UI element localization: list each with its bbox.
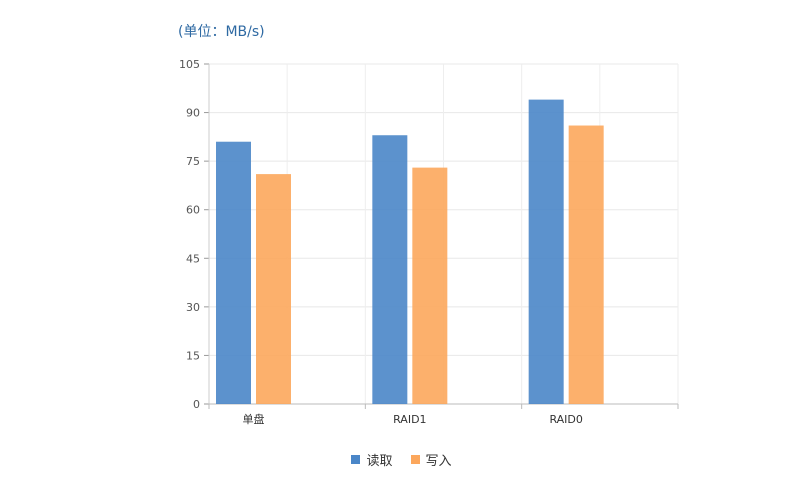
legend-item-write[interactable]: 写入 bbox=[410, 450, 452, 469]
tick-labels: 0 15 30 45 60 75 90 105 单盘 RAID1 RAID0 bbox=[179, 58, 583, 426]
y-tick-label: 75 bbox=[186, 155, 200, 168]
y-tick-label: 15 bbox=[186, 349, 200, 362]
bar-read bbox=[372, 135, 408, 404]
y-tick-label: 105 bbox=[179, 58, 200, 71]
bar-write bbox=[412, 167, 448, 404]
y-tick-label: 90 bbox=[186, 107, 200, 120]
y-tick-label: 60 bbox=[186, 204, 200, 217]
x-tick-label: RAID0 bbox=[549, 413, 582, 426]
bar-write bbox=[256, 174, 291, 404]
legend: 读取 写入 bbox=[0, 450, 799, 469]
legend-item-read[interactable]: 读取 bbox=[351, 450, 393, 469]
legend-swatch-write bbox=[410, 455, 420, 464]
bar-read bbox=[528, 99, 564, 404]
legend-label-write: 写入 bbox=[425, 454, 452, 469]
y-tick-label: 0 bbox=[193, 398, 200, 411]
legend-swatch-read bbox=[351, 455, 361, 464]
unit-label: (单位：MB/s) bbox=[178, 24, 265, 40]
bar-write bbox=[568, 125, 604, 405]
x-tick-label: RAID1 bbox=[393, 413, 426, 426]
bar-read bbox=[216, 141, 251, 404]
bars bbox=[216, 99, 604, 405]
x-tick-label: 单盘 bbox=[243, 412, 265, 426]
y-tick-label: 45 bbox=[186, 252, 200, 265]
bar-chart: 0 15 30 45 60 75 90 105 单盘 RAID1 RAID0 bbox=[179, 58, 679, 426]
y-tick-label: 30 bbox=[186, 301, 200, 314]
legend-label-read: 读取 bbox=[366, 454, 393, 469]
